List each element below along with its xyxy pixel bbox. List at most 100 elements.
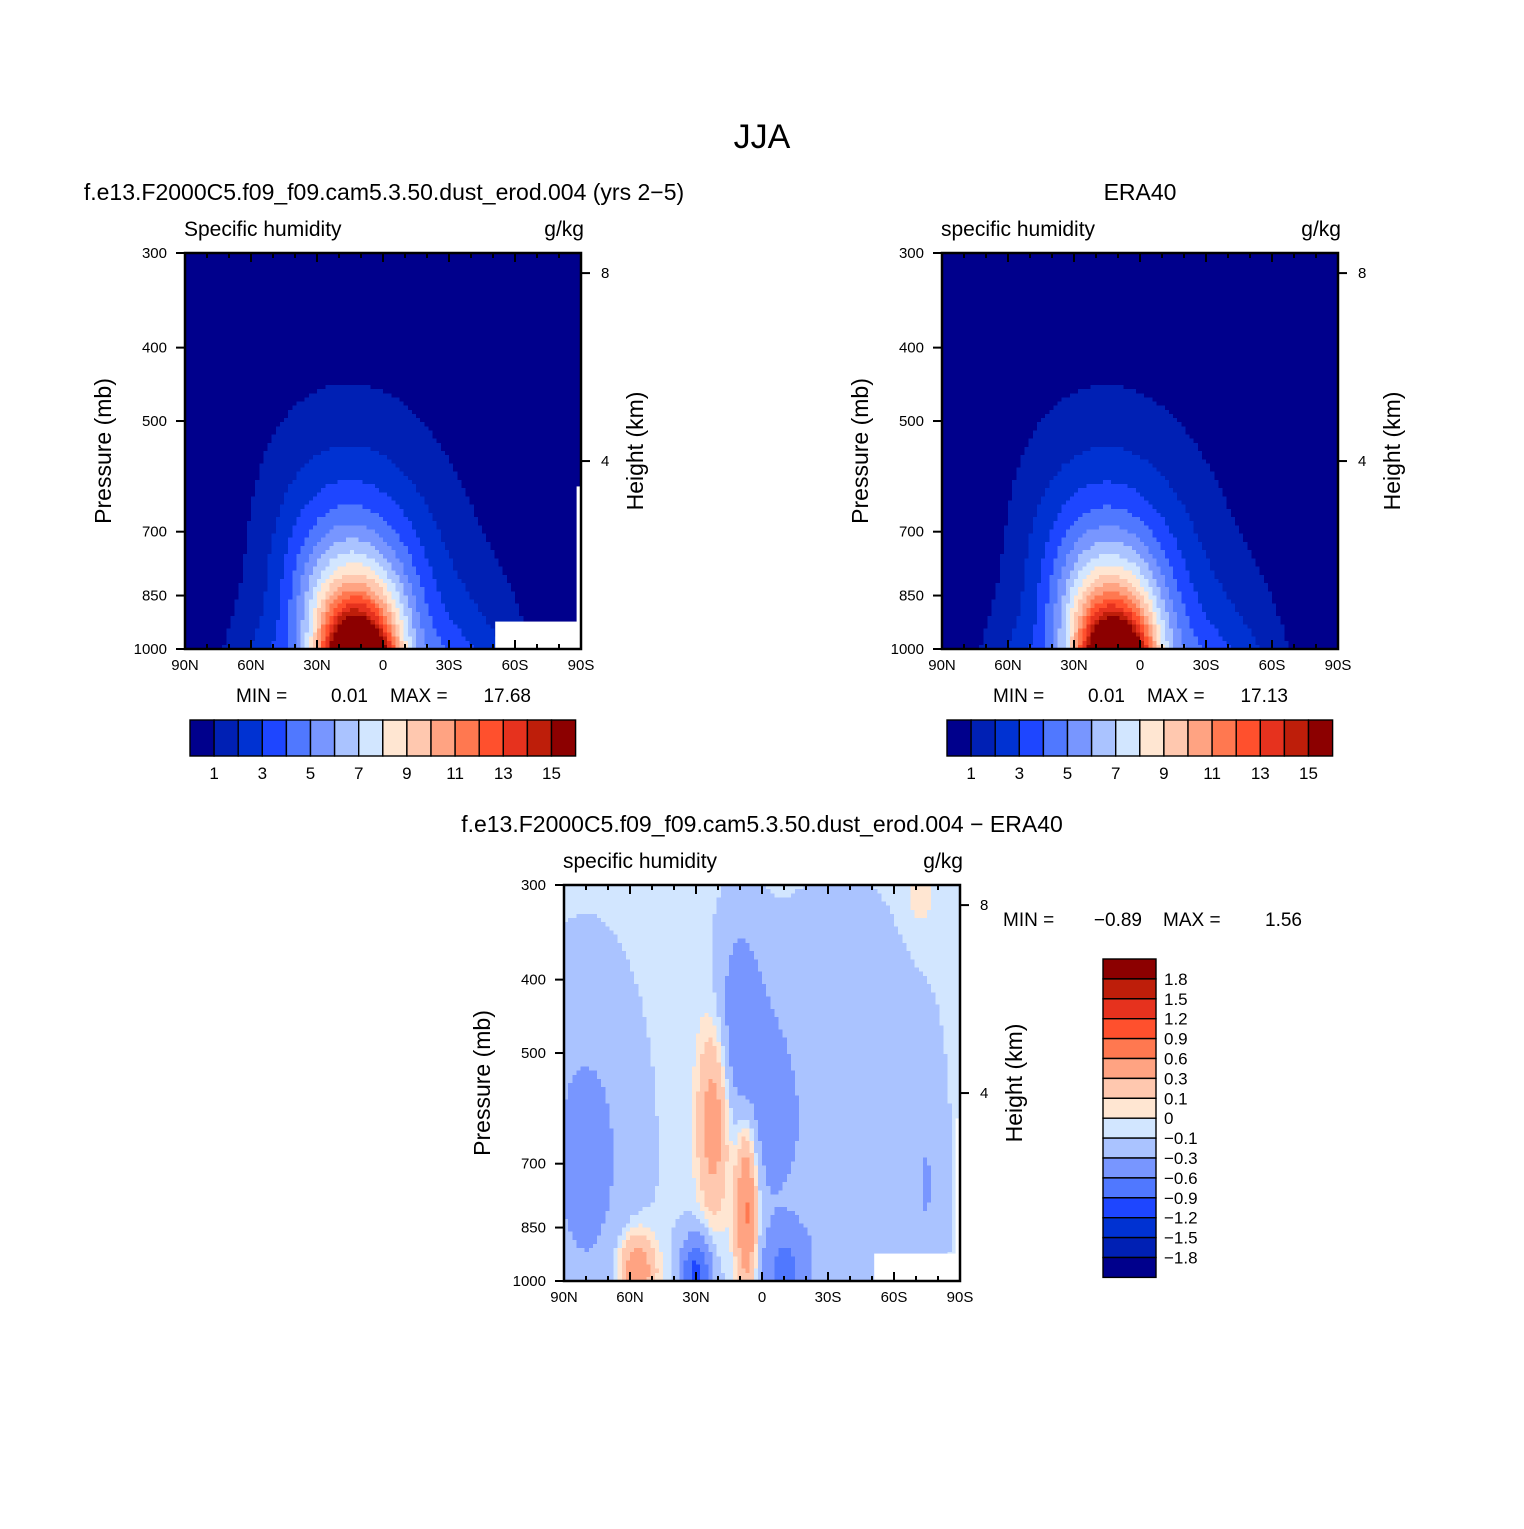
contour-cell [246, 380, 252, 386]
contour-cell [543, 298, 549, 304]
contour-cell [312, 442, 318, 448]
contour-cell [197, 319, 203, 324]
contour-cell [271, 434, 277, 440]
contour-cell [226, 442, 232, 448]
contour-cell [432, 463, 438, 469]
contour-cell [234, 331, 240, 337]
contour-cell [473, 302, 479, 308]
contour-cell [411, 463, 417, 469]
contour-cell [271, 294, 277, 300]
contour-cell [461, 261, 467, 267]
contour-cell [354, 393, 359, 399]
contour-cell [312, 418, 318, 423]
contour-cell [576, 347, 581, 353]
contour-cell [230, 380, 236, 386]
contour-cell [416, 273, 421, 279]
contour-cell [473, 368, 479, 374]
contour-cell [366, 389, 372, 394]
contour-cell [350, 438, 355, 444]
contour-cell [440, 380, 446, 386]
contour-cell [477, 438, 483, 444]
contour-cell [296, 409, 302, 415]
contour-cell [548, 446, 553, 452]
contour-cell [201, 286, 207, 291]
contour-cell [378, 360, 384, 366]
contour-cell [568, 401, 574, 407]
contour-cell [473, 339, 479, 345]
contour-cell [201, 356, 207, 361]
contour-cell [432, 430, 438, 436]
contour-cell [350, 455, 355, 460]
contour-cell [519, 385, 524, 390]
contour-cell [362, 434, 368, 440]
contour-cell [193, 265, 199, 271]
contour-cell [263, 294, 269, 300]
contour-cell [411, 438, 417, 444]
contour-cell [416, 356, 421, 361]
contour-cell [510, 430, 516, 436]
contour-cell [387, 451, 392, 456]
contour-cell [378, 347, 384, 353]
contour-cell [238, 422, 244, 427]
contour-cell [350, 418, 355, 423]
contour-cell [271, 409, 277, 415]
contour-cell [321, 314, 326, 320]
contour-cell [482, 418, 487, 423]
contour-cell [230, 442, 236, 448]
contour-cell [284, 261, 289, 267]
contour-cell [362, 352, 368, 357]
contour-cell [197, 269, 203, 275]
contour-cell [548, 380, 553, 386]
contour-cell [317, 434, 322, 440]
contour-cell [527, 413, 533, 419]
contour-cell [292, 409, 298, 415]
contour-cell [515, 281, 520, 287]
contour-cell [482, 265, 487, 271]
contour-cell [572, 446, 578, 452]
contour-cell [201, 273, 207, 279]
contour-cell [383, 310, 388, 316]
contour-cell [251, 401, 256, 407]
contour-cell [428, 397, 434, 403]
contour-cell [205, 327, 211, 333]
contour-cell [548, 409, 553, 415]
contour-cell [238, 265, 244, 271]
contour-cell [218, 269, 223, 275]
contour-cell [465, 265, 471, 271]
contour-cell [490, 397, 496, 403]
contour-cell [312, 277, 318, 283]
contour-cell [242, 327, 248, 333]
contour-cell [275, 385, 281, 390]
contour-cell [251, 380, 256, 386]
contour-cell [568, 438, 574, 444]
contour-cell [354, 306, 359, 312]
contour-cell [383, 286, 388, 291]
contour-cell [407, 438, 413, 444]
contour-cell [564, 298, 570, 304]
contour-cell [383, 298, 388, 304]
contour-cell [428, 323, 434, 328]
contour-cell [515, 253, 520, 258]
contour-cell [329, 409, 335, 415]
contour-cell [201, 393, 207, 399]
contour-cell [436, 286, 442, 291]
contour-cell [329, 273, 335, 279]
contour-cell [296, 306, 302, 312]
contour-cell [213, 331, 219, 337]
contour-cell [494, 265, 500, 271]
contour-cell [440, 430, 446, 436]
contour-cell [304, 273, 310, 279]
contour-cell [263, 422, 269, 427]
contour-cell [543, 347, 549, 353]
contour-cell [275, 380, 281, 386]
contour-cell [531, 442, 537, 448]
contour-cell [362, 409, 368, 415]
contour-cell [263, 434, 269, 440]
contour-cell [279, 261, 285, 267]
contour-cell [321, 459, 326, 465]
contour-cell [193, 347, 199, 353]
contour-cell [201, 426, 207, 432]
contour-cell [403, 459, 409, 465]
contour-cell [251, 269, 256, 275]
contour-cell [444, 385, 450, 390]
